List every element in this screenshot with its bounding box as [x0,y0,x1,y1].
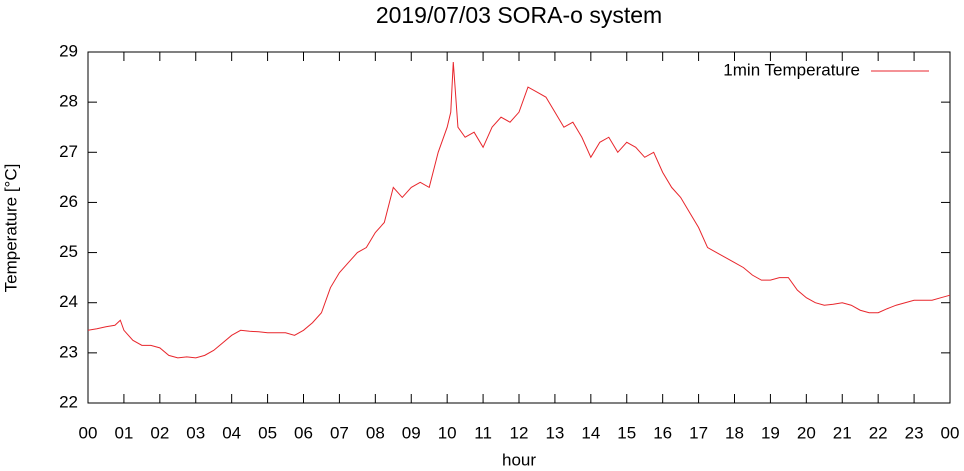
y-tick-label: 28 [59,92,78,111]
x-tick-label: 00 [941,423,960,442]
chart-title: 2019/07/03 SORA-o system [376,2,662,28]
x-tick-label: 20 [797,423,816,442]
data-line [87,61,951,359]
x-tick-label: 11 [474,423,492,442]
x-tick-label: 22 [869,423,888,442]
x-tick-label: 05 [258,423,277,442]
x-tick-label: 21 [833,423,852,442]
x-tick-label: 02 [150,423,169,442]
y-tick-label: 23 [59,342,78,361]
y-tick-label: 25 [59,242,78,261]
x-tick-label: 19 [761,423,780,442]
y-tick-label: 29 [59,41,78,60]
y-tick-label: 24 [59,292,78,311]
x-tick-label: 03 [186,423,205,442]
x-tick-label: 08 [366,423,385,442]
y-axis-label: Temperature [°C] [1,164,20,293]
x-tick-label: 09 [402,423,421,442]
plot-frame [87,51,951,404]
x-tick-label: 01 [114,423,133,442]
x-tick-label: 23 [905,423,924,442]
x-tick-label: 12 [510,423,529,442]
y-tick-label: 27 [59,142,78,161]
x-axis-label: hour [502,450,536,469]
x-tick-label: 04 [222,423,241,442]
x-tick-label: 18 [725,423,744,442]
x-tick-label: 14 [581,423,600,442]
legend-label: 1min Temperature [723,60,860,79]
y-tick-label: 26 [59,192,78,211]
x-tick-label: 13 [545,423,564,442]
x-tick-label: 07 [330,423,349,442]
x-tick-label: 06 [294,423,313,442]
y-tick-label: 22 [59,392,78,411]
x-tick-label: 10 [438,423,457,442]
x-tick-label: 00 [79,423,98,442]
x-tick-label: 17 [689,423,708,442]
x-tick-label: 16 [653,423,672,442]
x-tick-label: 15 [617,423,636,442]
